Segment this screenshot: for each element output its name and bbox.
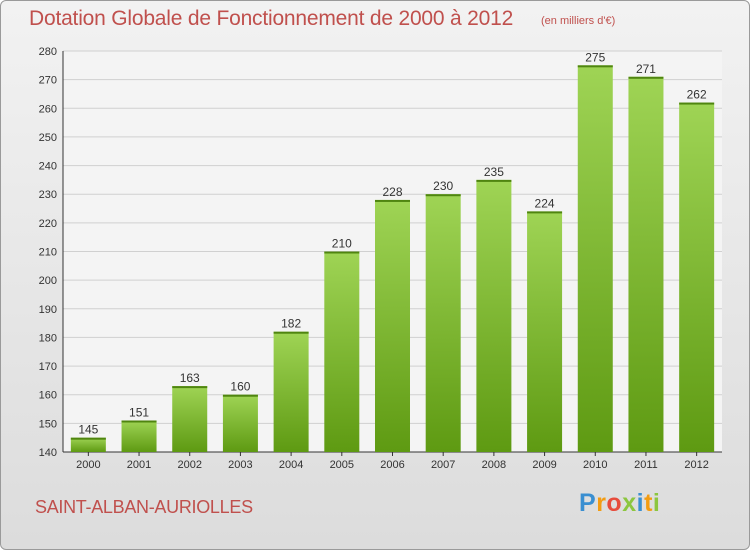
y-tick-label: 190 [39, 304, 57, 316]
y-tick-label: 180 [39, 332, 57, 344]
bar-value-label: 262 [687, 88, 707, 102]
bar [425, 194, 461, 452]
bar-value-label: 210 [332, 237, 352, 251]
logo-letter: o [606, 489, 623, 517]
logo-letter: P [579, 489, 597, 517]
logo-letter: t [644, 489, 653, 517]
bar-top-edge [70, 437, 106, 440]
bar-value-label: 275 [585, 50, 605, 64]
bar-top-edge [577, 65, 613, 68]
bar [375, 199, 410, 452]
bar-top-edge [527, 211, 563, 214]
city-name: SAINT-ALBAN-AURIOLLES [35, 497, 253, 517]
x-tick-label: 2000 [76, 459, 100, 471]
bar-top-edge [324, 251, 360, 254]
bar [70, 437, 106, 452]
bar-value-label: 163 [180, 371, 200, 385]
x-tick-label: 2003 [228, 459, 252, 471]
x-tick-label: 2011 [634, 459, 658, 471]
x-tick-label: 2007 [431, 459, 455, 471]
bar-value-label: 271 [636, 62, 656, 76]
y-tick-label: 160 [39, 390, 57, 402]
bar [476, 179, 512, 452]
bar-top-edge [222, 394, 258, 397]
x-tick-label: 2004 [279, 459, 303, 471]
bar [121, 420, 157, 452]
bar-top-edge [375, 199, 410, 202]
bar [273, 331, 309, 452]
y-tick-label: 230 [39, 189, 57, 201]
chart-title: Dotation Globale de Fonctionnement de 20… [29, 7, 514, 30]
x-tick-label: 2005 [330, 459, 354, 471]
bar [172, 386, 208, 452]
y-tick-label: 210 [39, 247, 57, 259]
bar [577, 65, 613, 453]
logo-letter: i [636, 489, 645, 517]
y-tick-label: 140 [39, 447, 57, 459]
y-tick-label: 170 [39, 361, 57, 373]
x-tick-label: 2002 [177, 459, 201, 471]
bar [628, 76, 664, 453]
x-tick-label: 2001 [127, 459, 151, 471]
x-tick-label: 2012 [684, 459, 708, 471]
bar-value-label: 160 [230, 380, 250, 394]
x-tick-label: 2009 [532, 459, 556, 471]
y-tick-label: 220 [39, 218, 57, 230]
bar [527, 211, 563, 452]
y-tick-label: 270 [39, 75, 57, 87]
proxiti-logo: Proxiti [579, 489, 660, 518]
bar-value-label: 235 [484, 165, 504, 179]
y-tick-label: 150 [39, 418, 57, 430]
bar-top-edge [121, 420, 157, 423]
chart-subtitle: (en milliers d'€) [541, 15, 616, 27]
logo-letter: r [596, 489, 607, 517]
bar-value-label: 151 [129, 405, 149, 419]
bar [679, 102, 715, 453]
x-tick-label: 2010 [583, 459, 607, 471]
y-tick-label: 280 [39, 46, 57, 58]
y-tick-label: 260 [39, 103, 57, 115]
bar-value-label: 228 [382, 185, 402, 199]
logo-letter: x [622, 489, 637, 517]
y-tick-label: 240 [39, 161, 57, 173]
bar [222, 394, 258, 452]
x-tick-label: 2006 [380, 459, 404, 471]
bar-top-edge [273, 331, 309, 334]
bar-top-edge [628, 76, 664, 79]
x-tick-label: 2008 [482, 459, 506, 471]
bar-top-edge [679, 102, 715, 105]
logo-letter: i [652, 489, 661, 517]
bar-value-label: 224 [535, 196, 555, 210]
bar-value-label: 145 [78, 423, 98, 437]
y-tick-label: 200 [39, 275, 57, 287]
bar [324, 251, 360, 452]
bar-top-edge [172, 386, 208, 389]
bar-value-label: 230 [433, 179, 453, 193]
bar-value-label: 182 [281, 317, 301, 331]
bar-top-edge [425, 194, 461, 197]
bar-top-edge [476, 179, 512, 182]
y-tick-label: 250 [39, 132, 57, 144]
